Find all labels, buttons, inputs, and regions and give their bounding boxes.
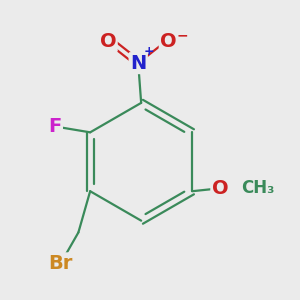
Text: +: + [144,45,155,58]
Text: Br: Br [49,254,73,273]
Text: −: − [177,29,188,43]
Text: O: O [100,32,116,51]
Text: CH₃: CH₃ [241,179,274,197]
Text: F: F [48,117,62,136]
Text: O: O [212,179,229,198]
Text: O: O [160,32,177,51]
Text: N: N [130,54,146,73]
